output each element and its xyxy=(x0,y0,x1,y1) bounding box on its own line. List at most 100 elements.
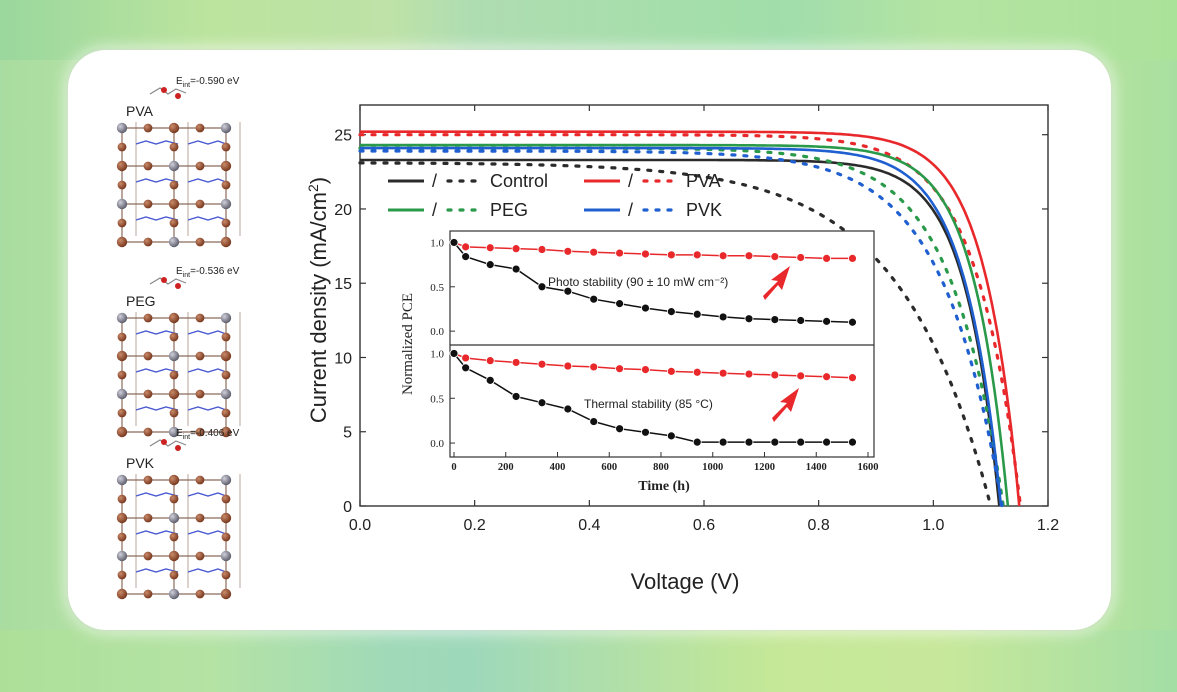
inset-point-black xyxy=(822,437,831,447)
y-axis-title: Current density (mA/cm2) xyxy=(305,177,331,423)
inset-point-black xyxy=(485,375,495,385)
inset-point-black xyxy=(641,303,650,313)
inset-x-tick-label: 600 xyxy=(601,462,617,473)
thermal-stability-label: Thermal stability (85 °C) xyxy=(584,397,713,411)
inset-point-black xyxy=(615,299,624,309)
inset-point-red xyxy=(718,368,728,378)
y-tick-label: 25 xyxy=(334,128,352,145)
lattice-icon xyxy=(116,122,241,248)
inset-point-red xyxy=(485,243,495,253)
jv-chart: 0.0 0.2 0.4 0.6 0.8 1.0 1.2 0 5 10 15 20 25 Voltage… xyxy=(305,104,1059,594)
lattice-icon xyxy=(116,312,241,438)
inset-point-black xyxy=(589,294,599,304)
energy-label: Eint=-0.590 eV xyxy=(176,76,240,89)
inset-point-black xyxy=(511,264,521,274)
inset-point-red xyxy=(848,373,857,383)
inset-y-tick-label: 0.5 xyxy=(430,393,444,405)
inset-x-tick-label: 400 xyxy=(550,462,566,473)
inset-point-red xyxy=(744,369,754,379)
structure-peg: Eint=-0.536 eV PEG xyxy=(116,266,241,438)
arrow-up-icon xyxy=(763,266,790,300)
legend: / Control / PVA / PEG / PVK xyxy=(388,171,722,220)
inset-point-red xyxy=(822,253,831,263)
legend-label: Control xyxy=(490,171,548,191)
y-tick-label: 15 xyxy=(334,276,352,293)
inset-point-red xyxy=(796,253,806,262)
inset-point-black xyxy=(461,252,471,262)
lattice-icon xyxy=(116,474,241,600)
y-tick-label: 0 xyxy=(343,499,352,516)
inset-point-red xyxy=(537,359,547,369)
inset-y-tick-label: 0.0 xyxy=(430,438,444,450)
inset-point-black xyxy=(770,315,780,325)
inset-point-black xyxy=(718,312,728,322)
inset-point-black xyxy=(666,431,676,441)
inset-point-red xyxy=(615,248,624,258)
inset-point-black xyxy=(692,309,702,319)
jv-curve-pva-reverse xyxy=(360,130,1021,507)
jv-curve-pvk-forward xyxy=(358,149,1004,508)
legend-item-control: / Control xyxy=(388,171,548,191)
inset-point-red xyxy=(848,253,857,263)
inset-point-black xyxy=(692,437,702,447)
inset-point-black xyxy=(461,363,471,373)
structure-pvk: Eint=-0.406 eV PVK xyxy=(116,428,241,600)
legend-separator: / xyxy=(628,171,633,191)
legend-item-pvk: / PVK xyxy=(584,200,722,220)
inset-x-tick-label: 200 xyxy=(498,462,514,473)
molecule-icon xyxy=(149,277,187,285)
x-tick-label: 1.0 xyxy=(922,517,944,534)
legend-label: PVA xyxy=(686,171,721,191)
inset-point-black xyxy=(563,404,573,414)
inset-point-black xyxy=(848,437,857,447)
inset-y-tick-label: 1.0 xyxy=(430,237,444,249)
inset-point-red xyxy=(461,353,471,363)
inset-x-axis-title: Time (h) xyxy=(638,479,690,494)
inset-point-red xyxy=(641,365,650,375)
inset-x-tick-label: 0 xyxy=(451,462,456,473)
inset-point-black xyxy=(449,238,459,247)
structure-label: PEG xyxy=(126,293,156,309)
y-tick-label: 20 xyxy=(334,202,352,219)
inset-point-red xyxy=(485,356,495,366)
stability-inset: 0.0 0.5 1.0 0.0 0.5 1.0 0 200 400 600 800 1000 1200 1… xyxy=(400,230,879,494)
inset-x-tick-label: 1200 xyxy=(754,462,775,473)
y-tick-label: 5 xyxy=(343,425,352,442)
inset-point-black xyxy=(744,437,754,447)
x-axis-title: Voltage (V) xyxy=(631,569,740,594)
inset-point-red xyxy=(744,251,754,261)
inset-point-red xyxy=(718,251,728,261)
inset-point-red xyxy=(563,246,573,256)
inset-point-red xyxy=(537,245,547,254)
legend-label: PEG xyxy=(490,200,528,220)
molecule-icon xyxy=(149,439,187,447)
inset-point-black xyxy=(666,307,676,317)
jv-curve-control-reverse xyxy=(360,158,1001,507)
inset-point-black xyxy=(563,286,573,296)
inset-point-red xyxy=(589,362,599,372)
structure-label: PVA xyxy=(126,103,154,119)
legend-separator: / xyxy=(432,200,437,220)
inset-frame xyxy=(449,230,875,458)
energy-label: Eint=-0.406 eV xyxy=(176,428,240,441)
inset-point-red xyxy=(461,242,471,252)
energy-label: Eint=-0.536 eV xyxy=(176,266,240,279)
inset-x-tick-label: 800 xyxy=(653,462,669,473)
x-tick-label: 0.4 xyxy=(578,517,600,534)
inset-point-red xyxy=(563,361,573,371)
inset-point-red xyxy=(511,244,521,254)
jv-curve-peg-reverse xyxy=(360,143,1010,507)
jv-curve-control-forward xyxy=(358,161,993,508)
legend-separator: / xyxy=(628,200,633,220)
inset-point-red xyxy=(589,247,599,257)
inset-x-tick-label: 1400 xyxy=(806,462,827,473)
jv-curve-pvk-reverse xyxy=(360,146,1003,507)
x-tick-label: 0.2 xyxy=(464,517,486,534)
inset-y-tick-label: 0.0 xyxy=(430,326,444,338)
inset-point-red xyxy=(641,249,650,259)
inset-y-tick-label: 0.5 xyxy=(430,282,444,294)
x-tick-label: 0.6 xyxy=(693,517,715,534)
molecule-icon xyxy=(149,87,187,95)
legend-separator: / xyxy=(432,171,437,191)
